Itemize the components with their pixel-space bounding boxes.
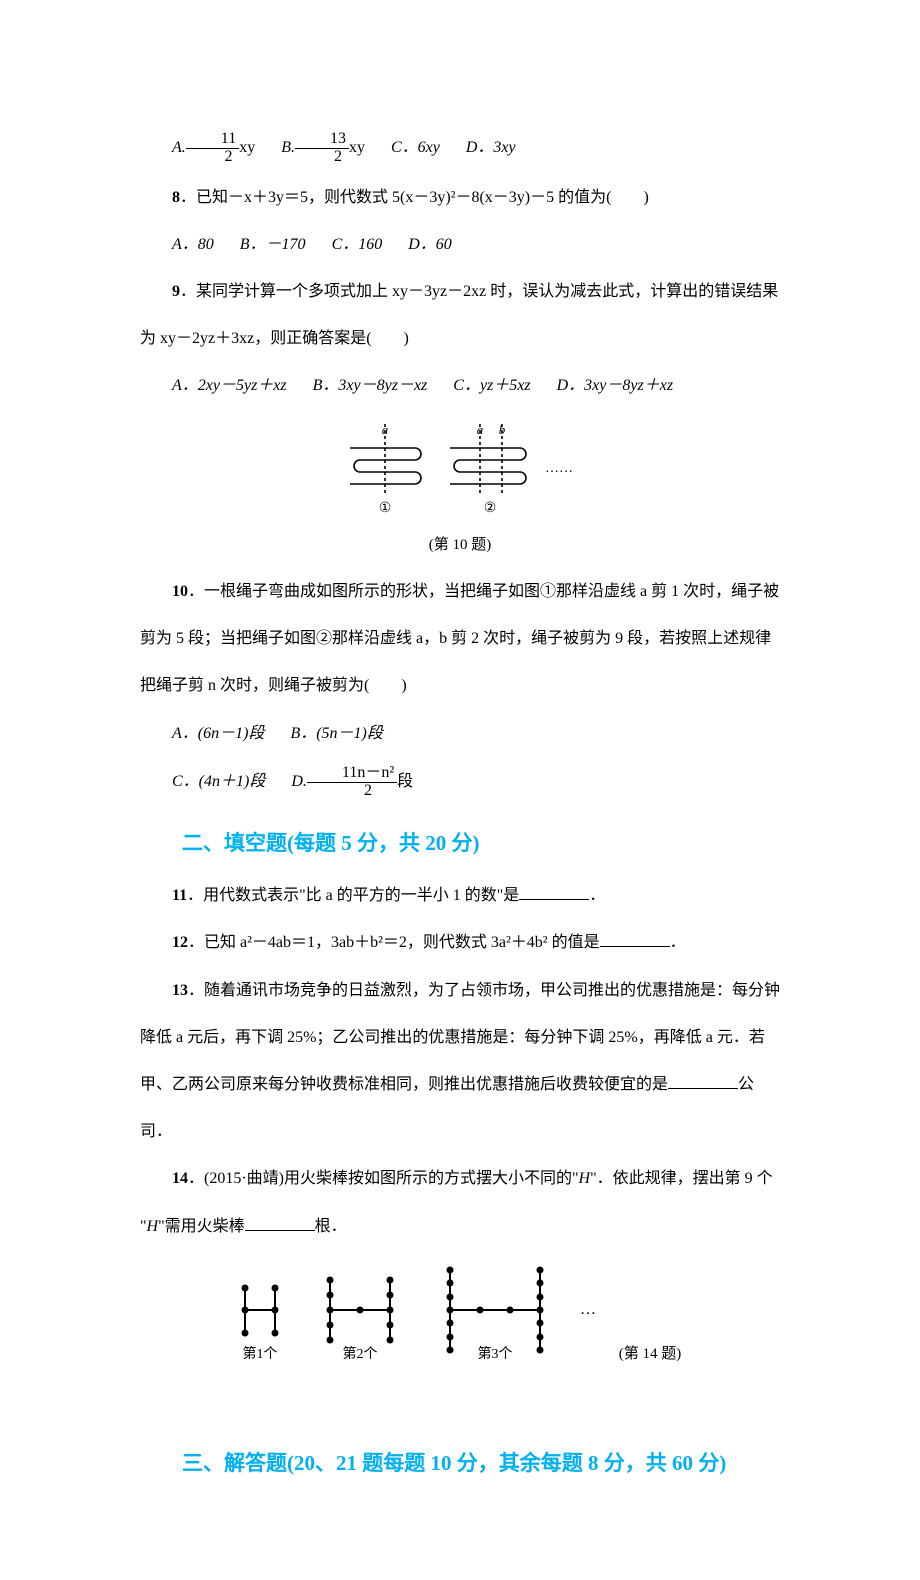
q7-opt-d: D．3xy <box>466 139 516 156</box>
page: A.112xy B.132xy C．6xy D．3xy 8．已知－x＋3y＝5，… <box>0 0 920 1580</box>
q10-fig-caption: (第 10 题) <box>140 531 780 560</box>
q9-stem1: ．某同学计算一个多项式加上 xy－3yz－2xz 时，误认为减去此式，计算出的错… <box>180 283 778 300</box>
q13-stem-line2: 降低 a 元后，再下调 25%；乙公司推出的优惠措施是：每分钟下调 25%，再降… <box>140 1022 780 1053</box>
spacer <box>140 1379 780 1419</box>
q8-num: 8 <box>172 189 180 206</box>
q13-stem3a: 甲、乙两公司原来每分钟收费标准相同，则推出优惠措施后收费较便宜的是 <box>140 1076 668 1093</box>
q14-stem1b: "．依此规律，摆出第 9 个 <box>590 1170 773 1187</box>
q8-stem-text: ．已知－x＋3y＝5，则代数式 5(x－3y)²－8(x－3y)－5 的值为( … <box>180 189 649 206</box>
q10-figure: a ① a b ② …… (第 10 题) <box>140 418 780 560</box>
q14-figure: 第1个 第2个 <box>140 1258 780 1379</box>
q13-stem-line1: 13．随着通讯市场竞争的日益激烈，为了占领市场，甲公司推出的优惠措施是：每分钟 <box>140 975 780 1006</box>
q14-it2: H <box>147 1218 159 1235</box>
fig14-lab1: 第1个 <box>243 1345 278 1362</box>
q14-stem2c: 根． <box>315 1218 347 1235</box>
q10-opt-b: B．(5n－1)段 <box>290 725 382 742</box>
q14-num: 14 <box>172 1170 188 1187</box>
q14-stem-line1: 14．(2015·曲靖)用火柴棒按如图所示的方式摆大小不同的"H"．依此规律，摆… <box>140 1163 780 1194</box>
fig10-a1: a <box>382 422 389 437</box>
q13-stem-line3: 甲、乙两公司原来每分钟收费标准相同，则推出优惠措施后收费较便宜的是 公 <box>140 1069 780 1100</box>
q12-stem: 12．已知 a²－4ab＝1，3ab＋b²＝2，则代数式 3a²＋4b² 的值是… <box>140 927 780 958</box>
q9-stem-line2: 为 xy－2yz＋3xz，则正确答案是( ) <box>140 323 780 354</box>
q13-stem-line4: 司． <box>140 1116 780 1147</box>
q10-options-row1: A．(6n－1)段 B．(5n－1)段 <box>140 718 780 749</box>
q14-stem-line2: "H"需用火柴棒根． <box>140 1211 780 1242</box>
q13-num: 13 <box>172 982 188 999</box>
q11-num: 11 <box>172 887 187 904</box>
fig10-b: b <box>499 422 506 437</box>
q7-opt-a-frac: 112 <box>186 131 239 166</box>
fig14-lab3: 第3个 <box>478 1345 513 1362</box>
q8-options: A．80 B．－170 C．160 D．60 <box>140 229 780 260</box>
q7-opt-a-suf: xy <box>239 139 255 156</box>
q7-options: A.112xy B.132xy C．6xy D．3xy <box>140 131 780 166</box>
q13-stem1: ．随着通讯市场竞争的日益激烈，为了占领市场，甲公司推出的优惠措施是：每分钟 <box>188 982 780 999</box>
q10-svg: a ① a b ② …… <box>330 418 590 518</box>
q9-opt-a: A．2xy－5yz＋xz <box>172 377 287 394</box>
q10-stem-line2: 剪为 5 段；当把绳子如图②那样沿虚线 a，b 剪 2 次时，绳子被剪为 9 段… <box>140 623 780 654</box>
q10-opt-c: C．(4n＋1)段 <box>172 773 265 790</box>
fig10-circ2: ② <box>484 501 497 516</box>
q7-opt-b-suf: xy <box>349 139 365 156</box>
q10-options-row2: C．(4n＋1)段 D.11n－n²2段 <box>140 765 780 800</box>
q10-opt-d-suf: 段 <box>397 773 413 790</box>
q8-opt-d: D．60 <box>408 236 452 253</box>
q7-opt-b-frac: 132 <box>295 131 349 166</box>
q9-stem-line1: 9．某同学计算一个多项式加上 xy－3yz－2xz 时，误认为减去此式，计算出的… <box>140 276 780 307</box>
q10-opt-d-frac: 11n－n²2 <box>307 765 397 800</box>
fig14-dots: … <box>580 1301 596 1318</box>
q13-blank <box>668 1072 738 1089</box>
q14-svg: 第1个 第2个 <box>210 1258 710 1368</box>
q12-blank <box>600 930 670 947</box>
q11-stem-b: ． <box>589 887 605 904</box>
q10-stem1: ．一根绳子弯曲成如图所示的形状，当把绳子如图①那样沿虚线 a 剪 1 次时，绳子… <box>188 583 779 600</box>
fig10-circ1: ① <box>379 501 392 516</box>
q9-opt-b: B．3xy－8yz－xz <box>313 377 428 394</box>
q13-stem3b: 公 <box>738 1076 754 1093</box>
q9-num: 9 <box>172 283 180 300</box>
q14-stem1a: ．(2015·曲靖)用火柴棒按如图所示的方式摆大小不同的" <box>188 1170 579 1187</box>
fig10-dots: …… <box>545 461 573 476</box>
q11-stem-a: ．用代数式表示"比 a 的平方的一半小 1 的数"是 <box>187 887 519 904</box>
q10-opt-d-label: D. <box>291 773 307 790</box>
q12-num: 12 <box>172 934 188 951</box>
q14-blank <box>245 1214 315 1231</box>
q12-stem-a: ．已知 a²－4ab＝1，3ab＋b²＝2，则代数式 3a²＋4b² 的值是 <box>188 934 600 951</box>
q9-options: A．2xy－5yz＋xz B．3xy－8yz－xz C．yz＋5xz D．3xy… <box>140 370 780 401</box>
fig14-lab2: 第2个 <box>343 1345 378 1362</box>
q7-opt-c: C．6xy <box>391 139 440 156</box>
q12-stem-b: ． <box>670 934 686 951</box>
q8-stem: 8．已知－x＋3y＝5，则代数式 5(x－3y)²－8(x－3y)－5 的值为(… <box>140 182 780 213</box>
q10-opt-a: A．(6n－1)段 <box>172 725 264 742</box>
q10-stem-line3: 把绳子剪 n 次时，则绳子被剪为( ) <box>140 670 780 701</box>
q11-stem: 11．用代数式表示"比 a 的平方的一半小 1 的数"是 ． <box>140 880 780 911</box>
q8-opt-b: B．－170 <box>240 236 306 253</box>
section-3-heading: 三、解答题(20、21 题每题 10 分，其余每题 8 分，共 60 分) <box>140 1443 780 1484</box>
q10-stem-line1: 10．一根绳子弯曲成如图所示的形状，当把绳子如图①那样沿虚线 a 剪 1 次时，… <box>140 576 780 607</box>
q8-opt-a: A．80 <box>172 236 214 253</box>
q9-opt-d: D．3xy－8yz＋xz <box>557 377 673 394</box>
q9-opt-c: C．yz＋5xz <box>453 377 530 394</box>
fig14-caption: (第 14 题) <box>619 1344 682 1362</box>
q8-opt-c: C．160 <box>332 236 383 253</box>
q7-opt-a-label: A. <box>172 139 186 156</box>
fig10-a2: a <box>477 422 484 437</box>
q14-stem2b: "需用火柴棒 <box>158 1218 245 1235</box>
section-2-heading: 二、填空题(每题 5 分，共 20 分) <box>140 823 780 864</box>
q10-num: 10 <box>172 583 188 600</box>
q14-it1: H <box>579 1170 591 1187</box>
q7-opt-b-label: B. <box>281 139 295 156</box>
q11-blank <box>519 883 589 900</box>
